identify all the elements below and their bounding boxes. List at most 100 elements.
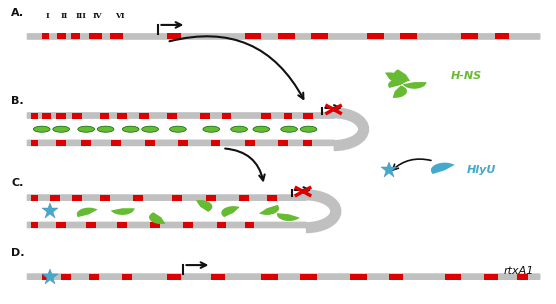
Ellipse shape <box>142 126 158 132</box>
Wedge shape <box>77 208 98 217</box>
Bar <box>110 33 123 40</box>
Bar <box>50 195 60 201</box>
Bar <box>350 274 367 280</box>
Bar <box>117 112 127 119</box>
Text: HlyU: HlyU <box>467 165 497 175</box>
Wedge shape <box>388 78 409 88</box>
Bar <box>81 140 91 146</box>
Bar <box>217 222 226 228</box>
Bar <box>133 195 143 201</box>
Wedge shape <box>111 208 135 215</box>
Bar <box>206 195 216 201</box>
FancyBboxPatch shape <box>27 140 335 146</box>
Bar <box>517 274 528 280</box>
Bar <box>150 222 160 228</box>
FancyBboxPatch shape <box>27 33 540 40</box>
Text: III: III <box>75 12 86 20</box>
Bar <box>400 33 417 40</box>
Bar <box>495 33 509 40</box>
Bar <box>56 112 66 119</box>
Bar <box>367 33 384 40</box>
Bar <box>31 222 38 228</box>
Bar <box>267 195 277 201</box>
Text: IV: IV <box>92 12 102 20</box>
Text: I: I <box>46 12 49 20</box>
Bar <box>200 112 210 119</box>
Ellipse shape <box>203 126 220 132</box>
Bar <box>484 274 498 280</box>
Bar <box>211 274 225 280</box>
Text: rtxA1: rtxA1 <box>503 266 534 275</box>
Bar <box>61 274 71 280</box>
Bar <box>167 274 181 280</box>
Bar <box>56 222 66 228</box>
FancyBboxPatch shape <box>27 273 540 280</box>
Bar <box>183 222 193 228</box>
Bar <box>245 140 255 146</box>
Bar <box>72 195 82 201</box>
Bar <box>100 112 109 119</box>
Ellipse shape <box>97 126 114 132</box>
Bar <box>86 222 96 228</box>
Bar <box>42 33 49 40</box>
Wedge shape <box>403 82 426 89</box>
Bar <box>167 112 177 119</box>
Bar <box>89 274 99 280</box>
Bar <box>42 274 49 280</box>
Text: VI: VI <box>115 12 125 20</box>
Wedge shape <box>394 69 410 81</box>
Bar <box>100 195 110 201</box>
Bar <box>278 140 288 146</box>
Bar <box>211 140 220 146</box>
Bar <box>167 33 181 40</box>
Bar <box>139 112 149 119</box>
Bar <box>31 195 38 201</box>
Bar <box>245 33 261 40</box>
Bar <box>111 140 121 146</box>
Bar <box>278 33 295 40</box>
Ellipse shape <box>300 126 317 132</box>
FancyBboxPatch shape <box>27 112 335 119</box>
Bar <box>56 140 66 146</box>
Bar <box>31 112 38 119</box>
Ellipse shape <box>33 126 50 132</box>
Bar <box>303 140 312 146</box>
Text: D.: D. <box>11 248 24 258</box>
Bar <box>461 33 478 40</box>
Bar <box>284 112 292 119</box>
Bar <box>57 33 66 40</box>
Bar <box>445 274 461 280</box>
Wedge shape <box>196 200 212 212</box>
Bar <box>117 222 127 228</box>
Ellipse shape <box>281 126 297 132</box>
Bar <box>72 112 82 119</box>
Bar <box>261 112 271 119</box>
Bar <box>261 274 278 280</box>
Bar <box>71 33 80 40</box>
Wedge shape <box>385 72 401 84</box>
Ellipse shape <box>122 126 139 132</box>
Ellipse shape <box>170 126 186 132</box>
Wedge shape <box>431 163 455 174</box>
Bar <box>42 112 51 119</box>
FancyBboxPatch shape <box>27 194 307 201</box>
Ellipse shape <box>253 126 270 132</box>
Bar <box>245 222 254 228</box>
Text: B.: B. <box>11 96 24 106</box>
Wedge shape <box>259 205 279 215</box>
Ellipse shape <box>78 126 95 132</box>
Bar <box>178 140 188 146</box>
Ellipse shape <box>53 126 70 132</box>
Bar <box>145 140 155 146</box>
Bar <box>89 33 102 40</box>
Text: A.: A. <box>11 8 24 18</box>
Wedge shape <box>221 206 240 217</box>
Bar <box>222 112 231 119</box>
Bar <box>303 112 313 119</box>
Text: H-NS: H-NS <box>450 71 481 81</box>
Ellipse shape <box>231 126 247 132</box>
Bar <box>239 195 249 201</box>
FancyBboxPatch shape <box>27 222 307 228</box>
Wedge shape <box>149 212 166 224</box>
Bar <box>389 274 403 280</box>
